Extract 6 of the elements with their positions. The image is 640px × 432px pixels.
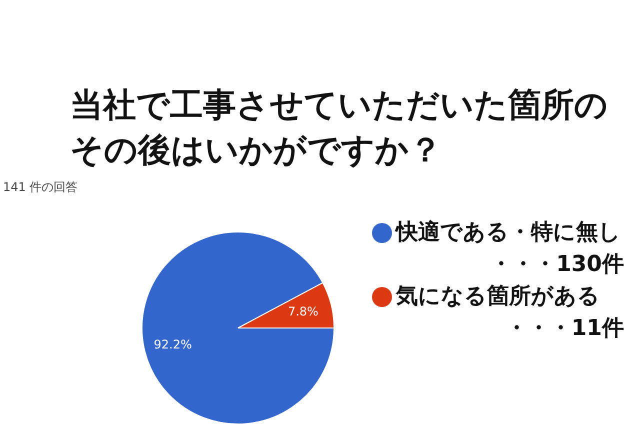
text: 141 件の回答 [3,179,78,196]
data-label: 92.2% [154,337,192,352]
legend-label: 快適である・特に無し・・・130件 [396,220,624,277]
data-label: 7.8% [288,304,318,319]
legend-label: 気になる箇所がある・・・11件 [396,284,624,341]
chart-title: 当社で工事させていただいた箇所のその後はいかがですか？ [70,84,609,171]
